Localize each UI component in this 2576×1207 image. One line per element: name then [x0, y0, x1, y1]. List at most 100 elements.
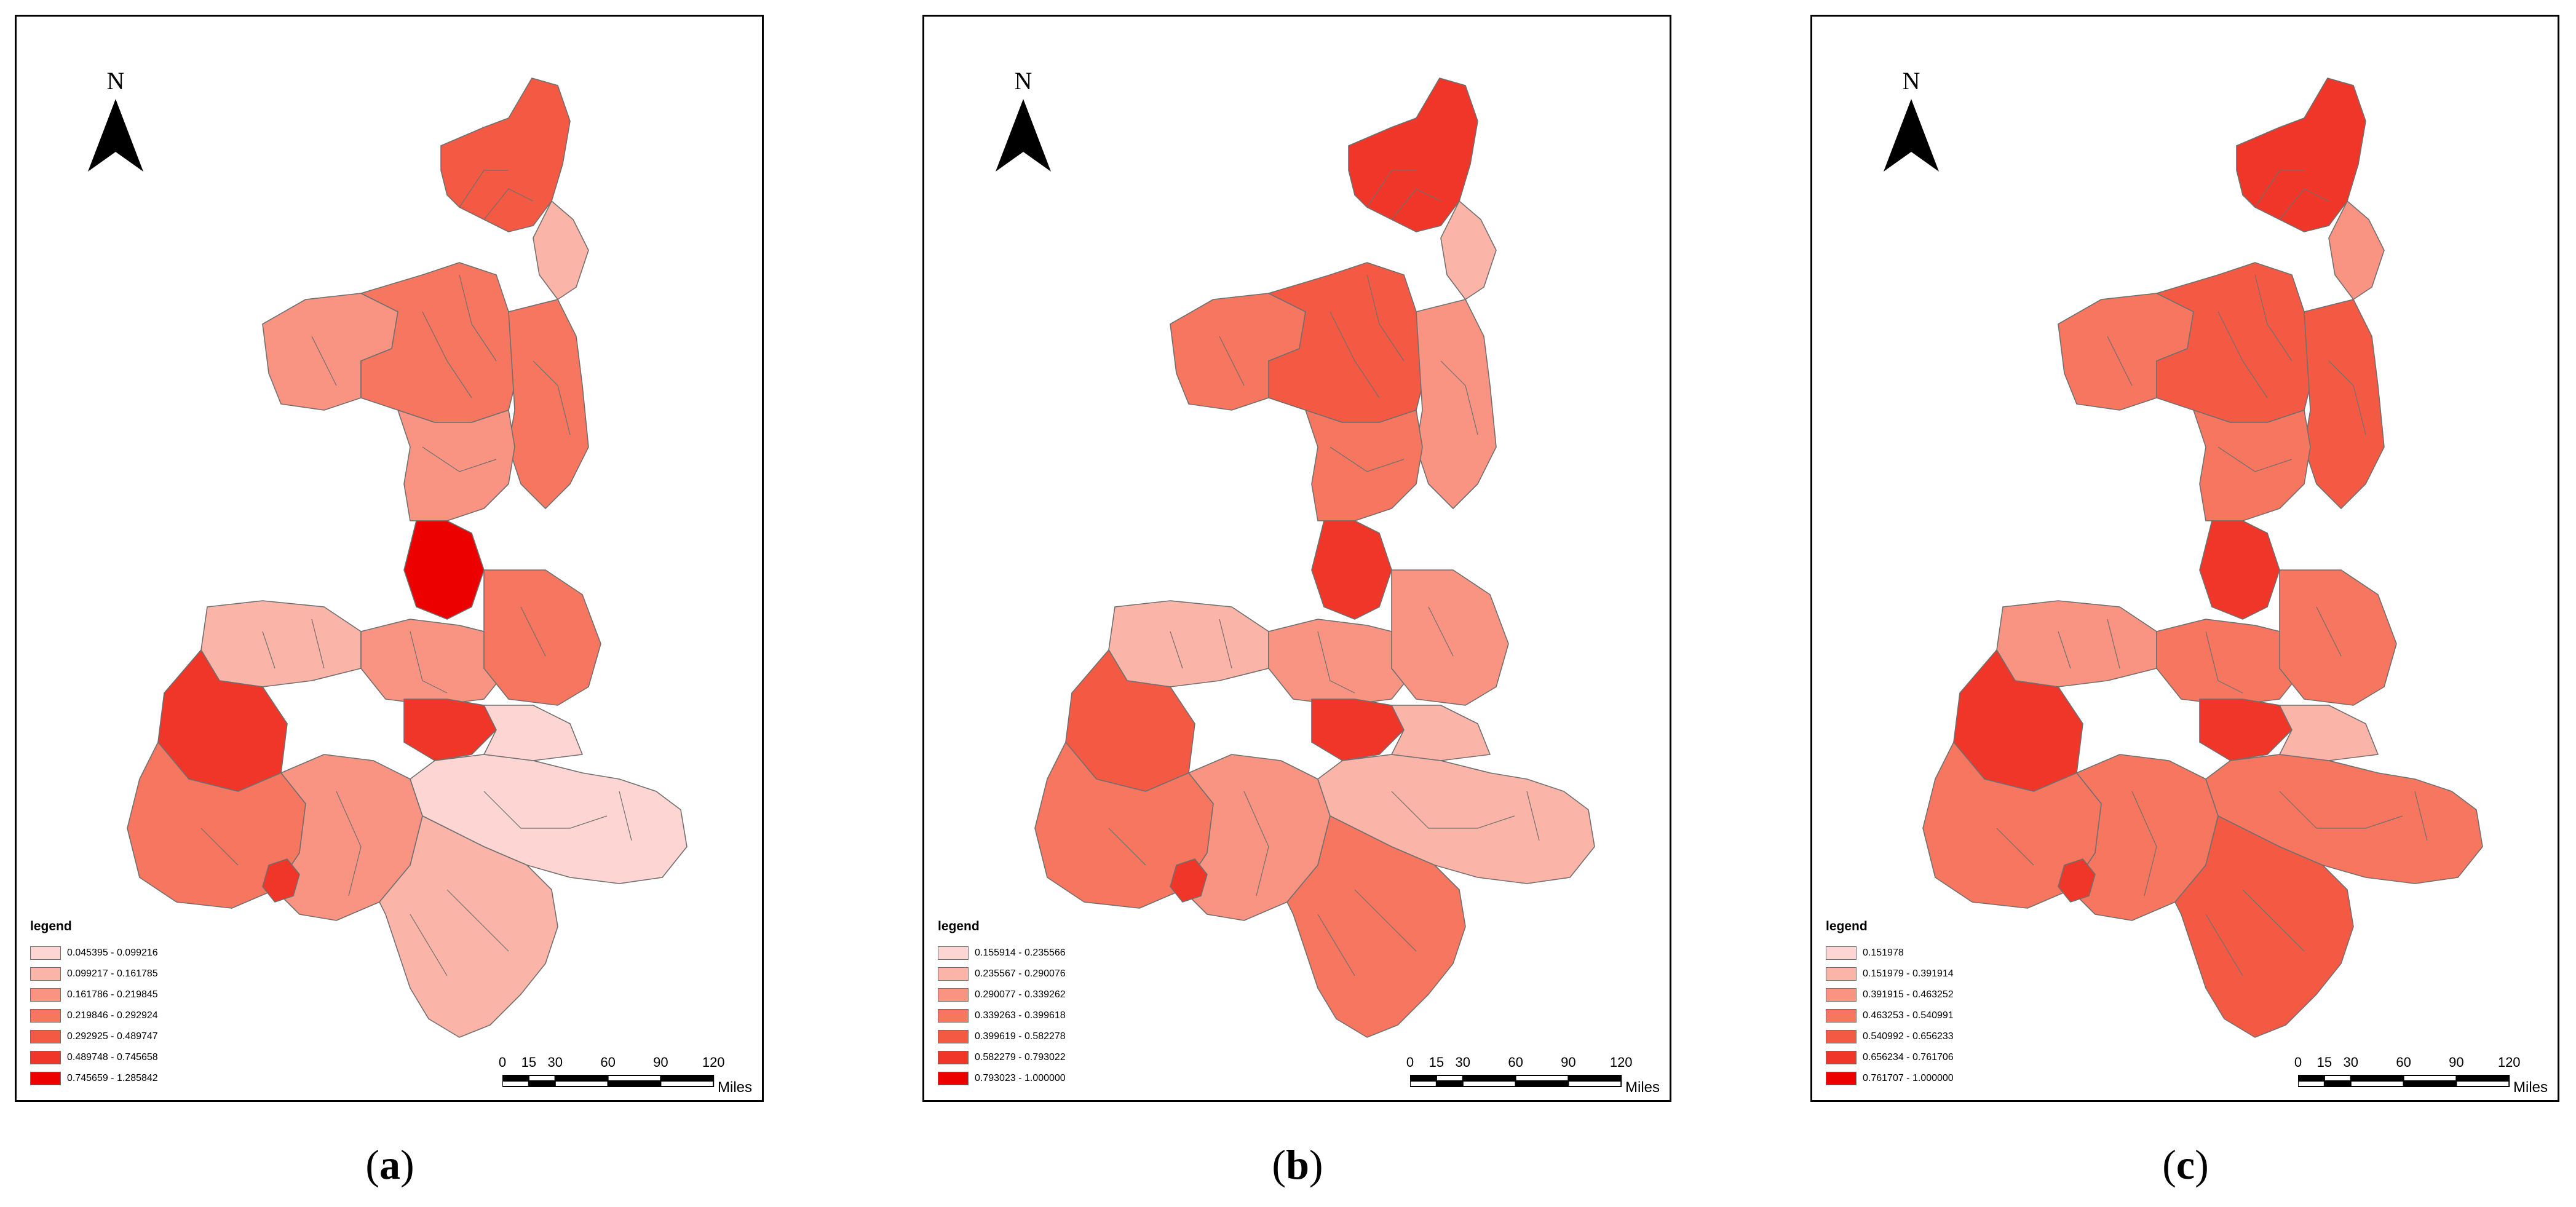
north-arrow: N — [1877, 67, 1945, 178]
scale-tick-label: 0 — [2294, 1055, 2302, 1070]
county-boundary — [2205, 914, 2243, 976]
county-boundary — [262, 631, 275, 669]
legend-label: 0.099217 - 0.161785 — [67, 968, 158, 979]
legend-item: 0.656234 - 0.761706 — [1826, 1047, 1954, 1068]
legend-swatch — [1826, 1072, 1857, 1085]
region-southeast — [2279, 705, 2379, 761]
legend-swatch — [938, 967, 969, 981]
scale-bar: 0 15 30 60 90 120 Miles — [499, 1055, 752, 1096]
scale-tick-label: 15 — [521, 1055, 537, 1070]
county-boundary — [336, 791, 362, 896]
legend-item: 0.582279 - 0.793022 — [938, 1047, 1066, 1068]
county-boundary — [2217, 311, 2268, 398]
choropleth-map — [1922, 77, 2483, 1038]
scale-tick-label: 60 — [2396, 1055, 2411, 1070]
county-boundary — [619, 791, 632, 841]
region-xian — [2199, 698, 2293, 761]
county-boundary — [1366, 170, 1416, 208]
county-boundary — [1243, 791, 1269, 896]
legend-label: 0.582279 - 0.793022 — [975, 1052, 1066, 1063]
county-boundary — [2107, 619, 2120, 669]
legend-item: 0.155914 - 0.235566 — [938, 943, 1066, 964]
county-boundary — [2316, 606, 2342, 657]
county-boundary — [459, 170, 509, 208]
region-guanzhong-e — [483, 569, 601, 706]
county-boundary — [1170, 631, 1183, 669]
county-boundary — [1526, 791, 1540, 841]
county-boundary — [2279, 188, 2329, 220]
county-boundary — [311, 619, 325, 669]
region-centereast — [1416, 299, 1497, 509]
scale-tick-label: 15 — [2316, 1055, 2332, 1070]
region-centerwest — [397, 410, 515, 521]
caption-letter: b — [1286, 1141, 1309, 1188]
caption-close-paren: ) — [2195, 1141, 2209, 1188]
legend-item: 0.099217 - 0.161785 — [30, 964, 158, 984]
caption-open-paren: ( — [1272, 1141, 1286, 1188]
region-xian — [1311, 698, 1405, 761]
county-boundary — [1354, 889, 1417, 952]
caption-close-paren: ) — [400, 1141, 414, 1188]
region-guanzhong-e — [1391, 569, 1509, 706]
legend-item: 0.463253 - 0.540991 — [1826, 1005, 1954, 1026]
scale-tick-label: 90 — [653, 1055, 668, 1070]
county-boundary — [2279, 791, 2403, 829]
county-boundary — [2328, 360, 2366, 435]
legend-swatch — [30, 946, 61, 960]
scale-tick-label: 60 — [600, 1055, 616, 1070]
legend-title: legend — [1826, 919, 1868, 933]
region-northeast — [1440, 200, 1497, 300]
region-northeast — [533, 200, 589, 300]
legend-item: 0.219846 - 0.292924 — [30, 1005, 158, 1026]
choropleth-map — [1034, 77, 1595, 1038]
scale-bar-graphic — [1410, 1075, 1622, 1087]
region-hanzhong-city — [262, 858, 300, 903]
region-xian — [403, 698, 497, 761]
legend-swatch — [938, 1030, 969, 1043]
legend-label: 0.290077 - 0.339262 — [975, 989, 1066, 1000]
legend-label: 0.793023 - 1.000000 — [975, 1073, 1066, 1083]
region-southeast — [1391, 705, 1491, 761]
legend-label: 0.045395 - 0.099216 — [67, 948, 158, 958]
legend-label: 0.161786 - 0.219845 — [67, 989, 158, 1000]
legend-swatch — [1826, 1009, 1857, 1023]
legend-item: 0.151979 - 0.391914 — [1826, 964, 1954, 984]
caption-close-paren: ) — [1309, 1141, 1323, 1188]
legend-swatch — [1826, 967, 1857, 981]
legend-title: legend — [938, 919, 980, 933]
legend-item: 0.399619 - 0.582278 — [938, 1026, 1066, 1047]
scale-tick-label: 120 — [2497, 1055, 2521, 1070]
region-guanzhong-w — [1996, 600, 2157, 687]
region-guanzhong-w — [200, 600, 362, 687]
legend-swatch — [938, 1009, 969, 1023]
region-hanzhong-city — [1170, 858, 1208, 903]
legend-label: 0.155914 - 0.235566 — [975, 948, 1066, 958]
county-boundary — [459, 274, 497, 362]
county-boundary — [422, 446, 497, 472]
legend-label: 0.761707 - 1.000000 — [1863, 1073, 1954, 1083]
legend-item: 0.489748 - 0.745658 — [30, 1047, 158, 1068]
county-boundary — [2205, 631, 2243, 694]
scale-unit: Miles — [1625, 1079, 1660, 1096]
legend-label: 0.745659 - 1.285842 — [67, 1073, 158, 1083]
legend: legend 0.045395 - 0.099216 0.099217 - 0.16… — [30, 919, 158, 1089]
legend-item: 0.793023 - 1.000000 — [938, 1068, 1066, 1089]
scale-tick-label: 30 — [1455, 1055, 1471, 1070]
region-ankang — [2174, 815, 2354, 1038]
county-boundary — [1330, 446, 1405, 472]
legend-item: 0.745659 - 1.285842 — [30, 1068, 158, 1089]
scale-tick-label: 120 — [702, 1055, 725, 1070]
legend-item: 0.235567 - 0.290076 — [938, 964, 1066, 984]
county-boundary — [1391, 791, 1515, 829]
caption-open-paren: ( — [365, 1141, 379, 1188]
legend-label: 0.463253 - 0.540991 — [1863, 1010, 1954, 1021]
legend-swatch — [938, 946, 969, 960]
region-northeast — [2328, 200, 2385, 300]
scale-tick-label: 120 — [1609, 1055, 1633, 1070]
scale-tick-label: 90 — [1561, 1055, 1576, 1070]
county-boundary — [1219, 619, 1232, 669]
county-boundary — [1219, 336, 1245, 386]
legend-label: 0.151978 — [1863, 948, 1904, 958]
legend-swatch — [30, 967, 61, 981]
